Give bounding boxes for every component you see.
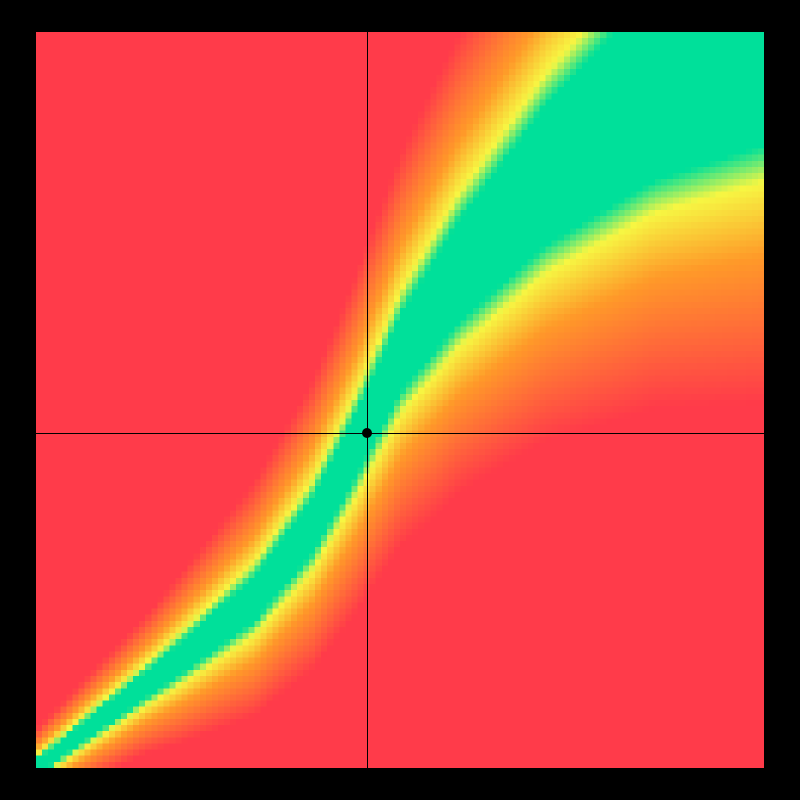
heatmap-area <box>36 32 764 768</box>
chart-root: TheBottleneck.com <box>0 0 800 800</box>
crosshair-horizontal <box>36 433 764 434</box>
heatmap-canvas <box>36 32 764 768</box>
crosshair-vertical <box>367 32 368 768</box>
